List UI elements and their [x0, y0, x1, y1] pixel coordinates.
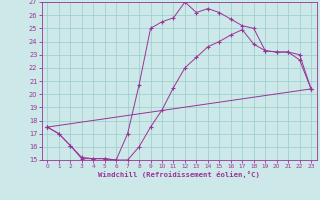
X-axis label: Windchill (Refroidissement éolien,°C): Windchill (Refroidissement éolien,°C) — [98, 171, 260, 178]
